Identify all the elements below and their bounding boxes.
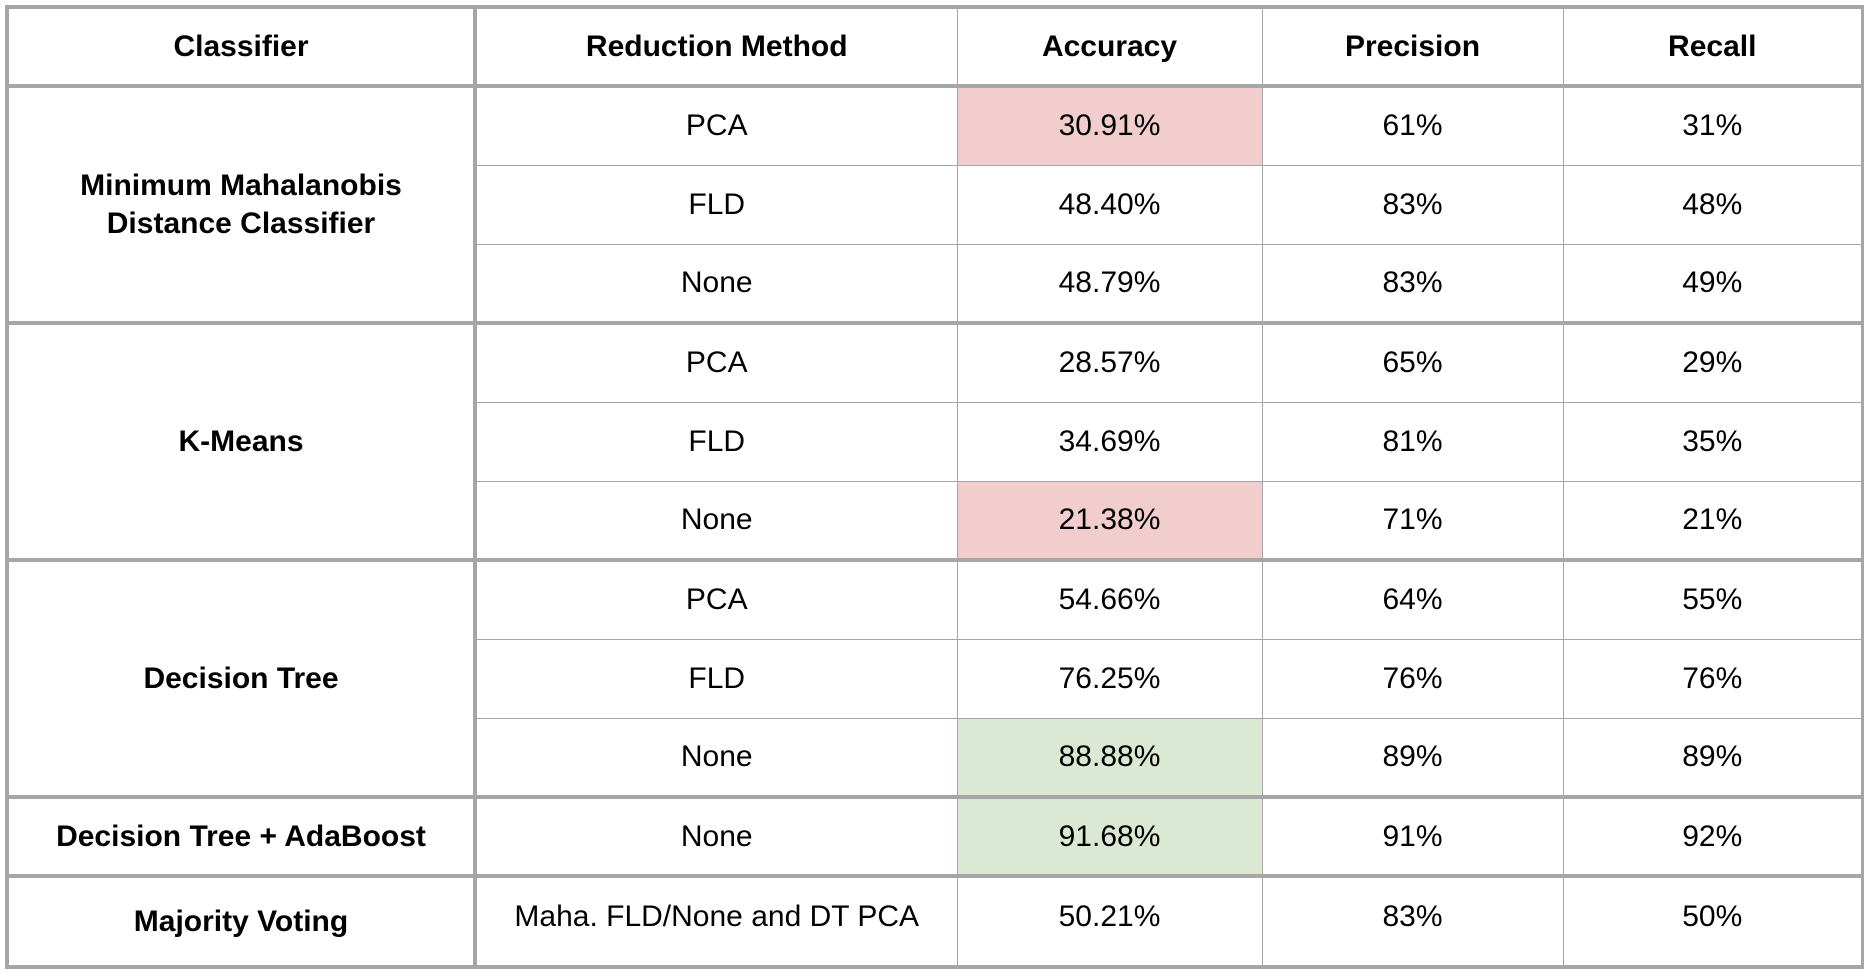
accuracy-cell: 34.69%	[956, 401, 1263, 482]
reduction-method-cell: FLD	[474, 638, 958, 719]
table-row: Decision Tree + AdaBoost None 91.68% 91% 92%	[6, 795, 1864, 877]
reduction-method-cell: None	[474, 480, 958, 561]
accuracy-cell: 30.91%	[956, 84, 1263, 166]
header-precision: Precision	[1261, 6, 1564, 88]
accuracy-cell: 91.68%	[956, 795, 1263, 877]
classifier-cell: Decision Tree	[6, 558, 477, 798]
classifier-label: Decision Tree	[143, 661, 339, 695]
accuracy-cell: 88.88%	[956, 717, 1263, 798]
classifier-label: Minimum Mahalanobis	[80, 168, 402, 202]
precision-cell: 76%	[1261, 638, 1564, 719]
reduction-method-cell: PCA	[474, 321, 958, 403]
reduction-method-cell: Maha. FLD/None and DT PCA	[474, 874, 958, 968]
table-row: FLD 34.69% 81% 35%	[7, 401, 1864, 482]
reduction-method-cell: FLD	[474, 401, 958, 482]
precision-cell: 61%	[1261, 84, 1564, 166]
classifier-cell: K-Means	[6, 321, 477, 561]
reduction-method-cell: FLD	[474, 164, 958, 245]
recall-cell: 49%	[1562, 243, 1864, 324]
results-table: Classifier Reduction Method Accuracy Pre…	[5, 5, 1864, 969]
table-row: Decision Tree PCA 54.66% 64% 55%	[6, 558, 1864, 798]
table-header: Classifier Reduction Method Accuracy Pre…	[6, 6, 1864, 88]
accuracy-cell: 28.57%	[956, 321, 1263, 403]
accuracy-cell: 54.66%	[956, 558, 1263, 640]
table-row: None 21.38% 71% 21%	[7, 480, 1864, 561]
classifier-cell: Decision Tree + AdaBoost	[6, 795, 477, 877]
classifier-label: Distance Classifier	[106, 206, 376, 240]
precision-cell: 91%	[1261, 795, 1564, 877]
reduction-method-cell: None	[474, 243, 958, 324]
precision-cell: 64%	[1261, 558, 1564, 640]
reduction-method-cell: None	[474, 795, 958, 877]
precision-cell: 65%	[1261, 321, 1564, 403]
accuracy-cell: 21.38%	[956, 480, 1263, 561]
recall-cell: 89%	[1562, 717, 1864, 798]
header-accuracy: Accuracy	[956, 6, 1263, 88]
header-reduction-method: Reduction Method	[474, 6, 958, 88]
table-body: Minimum Mahalanobis Distance Classifier PC…	[6, 84, 1864, 968]
header-row: Classifier Reduction Method Accuracy Pre…	[6, 6, 1864, 88]
table-row: Majority Voting Maha. FLD/None and DT PCA…	[6, 874, 1864, 968]
recall-cell: 50%	[1562, 874, 1864, 968]
reduction-method-cell: None	[474, 717, 958, 798]
recall-cell: 31%	[1562, 84, 1864, 166]
table-row: FLD 76.25% 76% 76%	[7, 638, 1864, 719]
table-row: Minimum Mahalanobis Distance Classifier PC…	[6, 84, 1864, 324]
classifier-label: Majority Voting	[133, 904, 349, 938]
precision-cell: 83%	[1261, 164, 1564, 245]
classifier-cell: Minimum Mahalanobis Distance Classifier	[6, 84, 477, 324]
header-recall: Recall	[1562, 6, 1864, 88]
precision-cell: 83%	[1261, 874, 1564, 968]
reduction-method-cell: PCA	[474, 558, 958, 640]
precision-cell: 81%	[1261, 401, 1564, 482]
recall-cell: 76%	[1562, 638, 1864, 719]
accuracy-cell: 50.21%	[956, 874, 1263, 968]
recall-cell: 55%	[1562, 558, 1864, 640]
precision-cell: 83%	[1261, 243, 1564, 324]
recall-cell: 92%	[1562, 795, 1864, 877]
table-row: None 48.79% 83% 49%	[7, 243, 1864, 324]
accuracy-cell: 76.25%	[956, 638, 1263, 719]
recall-cell: 21%	[1562, 480, 1864, 561]
accuracy-cell: 48.40%	[956, 164, 1263, 245]
recall-cell: 48%	[1562, 164, 1864, 245]
precision-cell: 71%	[1261, 480, 1564, 561]
classifier-label: K-Means	[178, 424, 304, 458]
recall-cell: 29%	[1562, 321, 1864, 403]
reduction-method-cell: PCA	[474, 84, 958, 166]
header-classifier: Classifier	[6, 6, 477, 88]
table-row: None 88.88% 89% 89%	[7, 717, 1864, 798]
classifier-cell: Majority Voting	[6, 874, 477, 968]
classifier-label: Decision Tree + AdaBoost	[56, 819, 426, 853]
table-row: K-Means PCA 28.57% 65% 29%	[6, 321, 1864, 561]
recall-cell: 35%	[1562, 401, 1864, 482]
accuracy-cell: 48.79%	[956, 243, 1263, 324]
precision-cell: 89%	[1261, 717, 1564, 798]
